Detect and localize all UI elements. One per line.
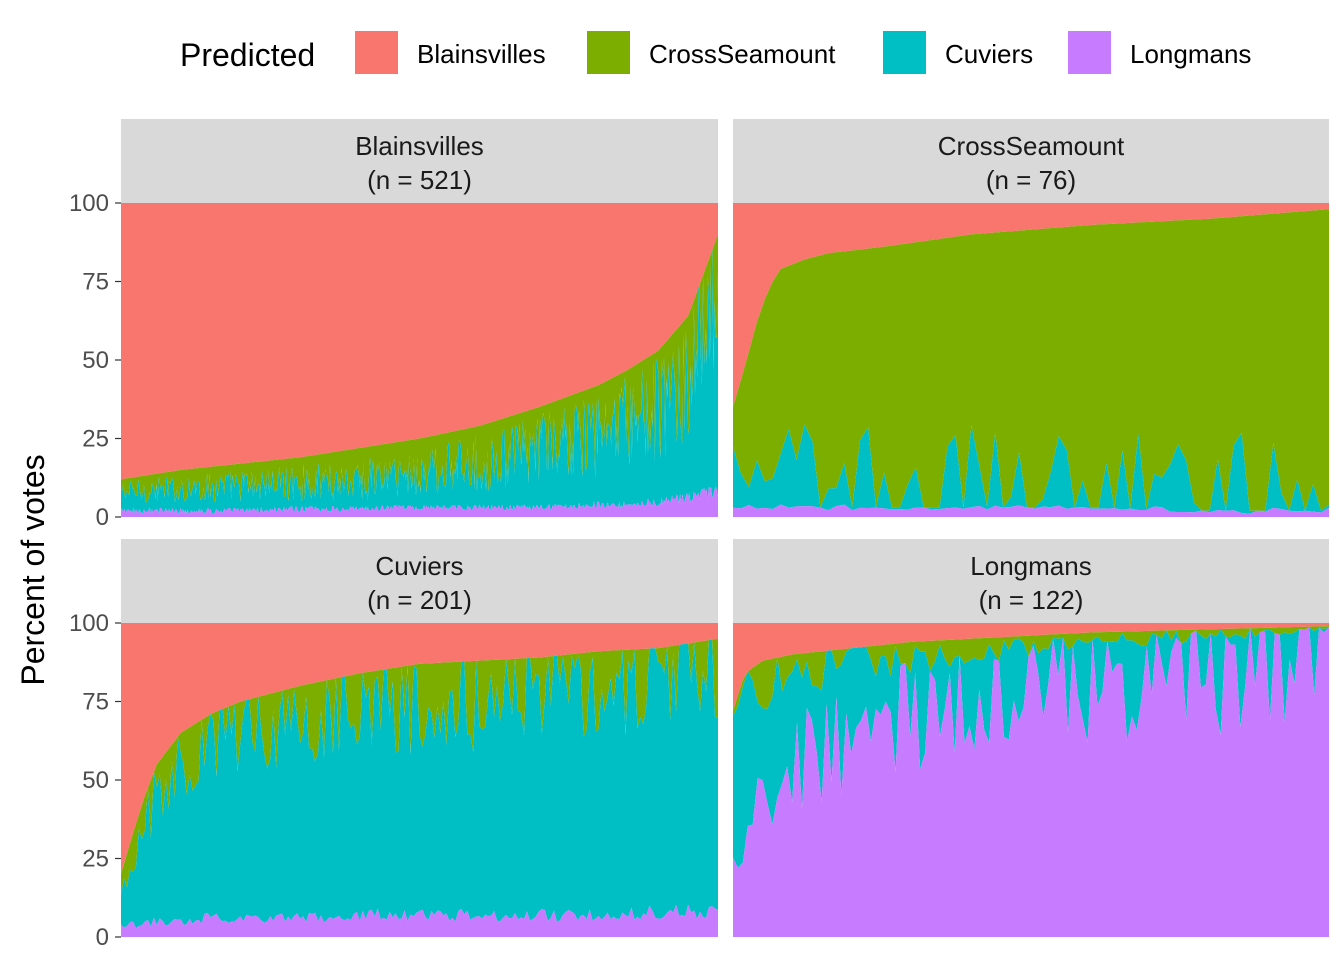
legend-label: Blainsvilles [417,39,546,69]
strip-n-label: (n = 521) [367,165,472,195]
area-blainsvilles [121,623,718,875]
legend-label: Cuviers [945,39,1033,69]
legend-key-cuviers [883,31,926,74]
legend-entry-blainsvilles: Blainsvilles [355,31,546,74]
area-blainsvilles [733,203,1329,408]
y-tick-label: 50 [82,767,109,794]
panel-longmans: Longmans (n = 122) [733,539,1329,937]
legend-label: CrossSeamount [649,39,836,69]
strip-n-label: (n = 122) [979,585,1084,615]
area-longmans [733,504,1329,517]
strip-n-label: (n = 76) [986,165,1076,195]
area-cuviers [733,424,1329,514]
legend-key-longmans [1068,31,1111,74]
area-longmans [733,627,1329,937]
legend-entry-cuviers: Cuviers [883,31,1033,74]
strip-title: CrossSeamount [938,131,1125,161]
area-longmans [121,486,718,517]
area-crossseamount [121,638,718,895]
legend-key-blainsvilles [355,31,398,74]
y-tick-label: 100 [69,190,109,217]
area-longmans [121,904,718,937]
strip-title: Longmans [970,551,1091,581]
y-tick-label: 75 [82,689,109,716]
strip-title: Cuviers [375,551,463,581]
strip-cuviers [121,539,718,623]
facet-panels: Blainsvilles (n = 521) 0 25 50 75 100 CrossSeam… [69,119,1329,951]
area-cuviers [121,250,718,514]
y-tick-label: 100 [69,610,109,637]
y-axis-title: Percent of votes [15,454,51,685]
strip-crossseamount [733,119,1329,203]
legend-label: Longmans [1130,39,1251,69]
y-tick-label: 25 [82,426,109,453]
strip-title: Blainsvilles [355,131,484,161]
y-tick-label: 75 [82,269,109,296]
area-blainsvilles [733,623,1329,711]
legend-entry-crossseamount: CrossSeamount [587,31,836,74]
y-tick-label: 0 [96,924,109,951]
area-crossseamount [733,626,1329,717]
y-tick-label: 25 [82,846,109,873]
legend-key-crossseamount [587,31,630,74]
area-cuviers [121,639,718,929]
area-cuviers [733,627,1329,868]
strip-blainsvilles [121,119,718,203]
legend-entry-longmans: Longmans [1068,31,1251,74]
strip-n-label: (n = 201) [367,585,472,615]
area-blainsvilles [121,203,718,480]
y-tick-label: 0 [96,504,109,531]
legend-title: Predicted [180,37,315,73]
area-crossseamount [121,234,718,503]
panel-cuviers: Cuviers (n = 201) 0 25 50 75 100 [69,539,718,951]
panel-crossseamount: CrossSeamount (n = 76) [733,119,1329,517]
y-tick-label: 50 [82,347,109,374]
panel-blainsvilles: Blainsvilles (n = 521) 0 25 50 75 100 [69,119,718,531]
area-crossseamount [733,209,1329,511]
strip-longmans [733,539,1329,623]
legend: Predicted Blainsvilles CrossSeamount Cuvie… [180,31,1251,74]
